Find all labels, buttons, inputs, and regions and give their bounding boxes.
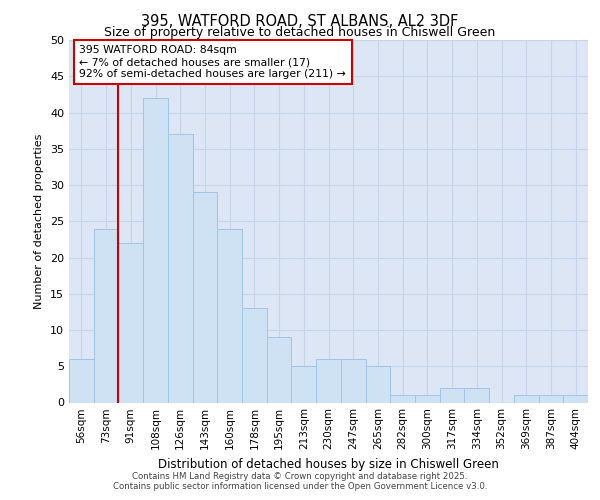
Text: 395, WATFORD ROAD, ST ALBANS, AL2 3DF: 395, WATFORD ROAD, ST ALBANS, AL2 3DF [142,14,458,29]
X-axis label: Distribution of detached houses by size in Chiswell Green: Distribution of detached houses by size … [158,458,499,471]
Bar [341,359,365,403]
Bar [539,395,563,402]
Bar [464,388,489,402]
Bar [292,366,316,403]
Bar [514,395,539,402]
Y-axis label: Number of detached properties: Number of detached properties [34,134,44,309]
Bar [143,98,168,402]
Bar [563,395,588,402]
Text: 395 WATFORD ROAD: 84sqm
← 7% of detached houses are smaller (17)
92% of semi-det: 395 WATFORD ROAD: 84sqm ← 7% of detached… [79,46,346,78]
Bar [242,308,267,402]
Bar [440,388,464,402]
Bar [217,228,242,402]
Bar [415,395,440,402]
Bar [316,359,341,403]
Bar [118,243,143,402]
Bar [193,192,217,402]
Bar [390,395,415,402]
Bar [365,366,390,403]
Bar [168,134,193,402]
Text: Contains HM Land Registry data © Crown copyright and database right 2025.
Contai: Contains HM Land Registry data © Crown c… [113,472,487,491]
Bar [94,228,118,402]
Bar [267,337,292,402]
Bar [69,359,94,403]
Text: Size of property relative to detached houses in Chiswell Green: Size of property relative to detached ho… [104,26,496,39]
